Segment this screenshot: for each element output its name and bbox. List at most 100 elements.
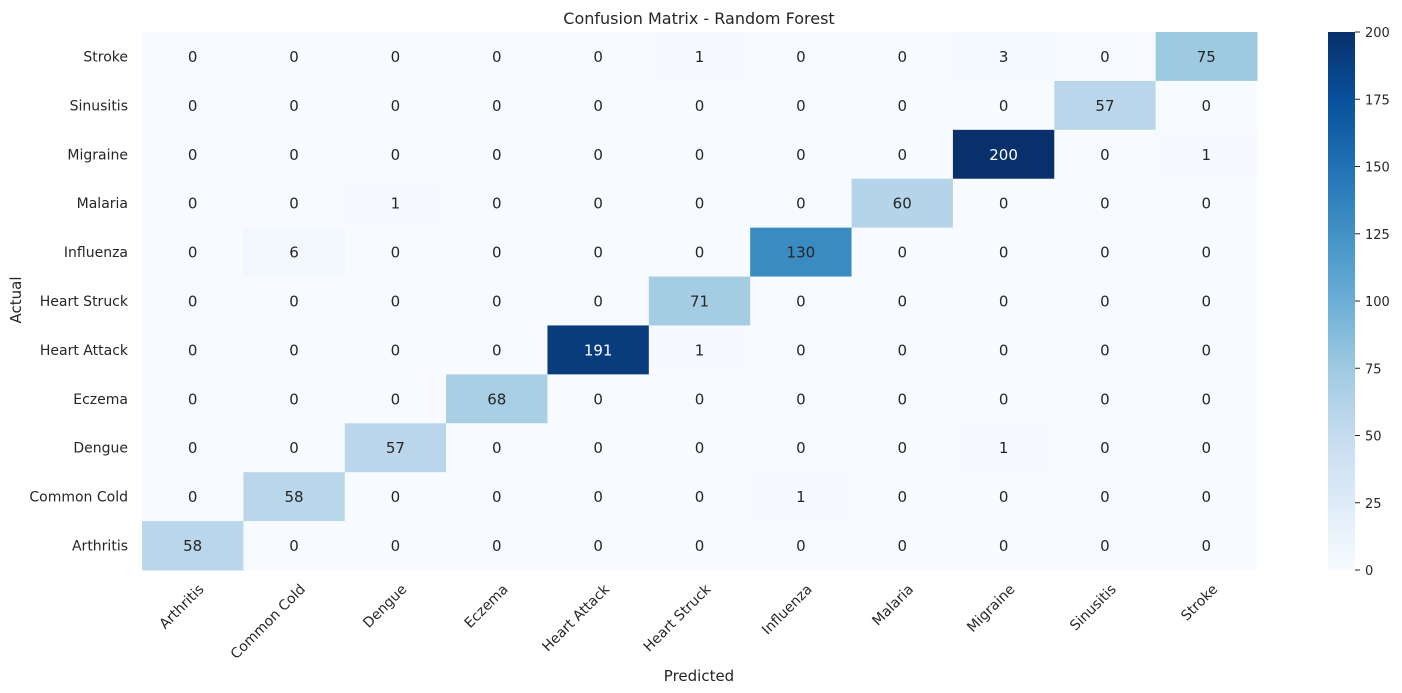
x-tick-label: Influenza — [759, 582, 816, 639]
heatmap-cell — [344, 32, 447, 82]
cell-value-label: 0 — [897, 390, 907, 408]
cell-value-label: 0 — [695, 146, 705, 164]
cell-value-label: 1 — [695, 341, 705, 359]
heatmap-cell — [952, 80, 1055, 131]
heatmap-cell — [547, 276, 650, 326]
cell-value-label: 0 — [796, 97, 806, 115]
heatmap-cell — [952, 32, 1055, 82]
heatmap-cell — [750, 32, 853, 82]
heatmap-cell — [243, 178, 346, 229]
colorbar-gradient — [1328, 32, 1355, 570]
heatmap-cell — [750, 423, 853, 473]
heatmap-cell — [750, 80, 853, 131]
cell-value-label: 0 — [188, 146, 198, 164]
heatmap-cell — [344, 276, 447, 326]
y-axis-label: Actual — [7, 277, 25, 324]
cell-value-label: 0 — [1202, 293, 1212, 311]
heatmap-cell — [142, 178, 244, 229]
heatmap-cell — [142, 472, 244, 522]
heatmap-cell — [952, 374, 1055, 424]
cell-value-label: 0 — [999, 293, 1009, 311]
heatmap-cell — [446, 423, 548, 473]
cell-value-label: 0 — [695, 537, 705, 555]
heatmap-cell — [1155, 129, 1258, 180]
heatmap-cell — [446, 325, 548, 375]
heatmap-cell — [648, 32, 751, 82]
heatmap-cell — [648, 521, 751, 571]
cell-value-label: 0 — [289, 293, 299, 311]
cell-value-label: 0 — [391, 48, 401, 66]
heatmap-cell — [1054, 80, 1157, 131]
heatmap-cell — [243, 227, 346, 278]
cell-value-label: 130 — [787, 244, 816, 262]
heatmap-cell — [1155, 374, 1258, 424]
cell-value-label: 0 — [492, 48, 502, 66]
heatmap-cell — [1155, 32, 1258, 82]
x-axis-label: Predicted — [664, 667, 734, 685]
cell-value-label: 0 — [999, 244, 1009, 262]
heatmap-cell — [1155, 80, 1258, 131]
y-tick-label: Malaria — [77, 196, 128, 212]
heatmap-cell — [851, 129, 954, 180]
x-tick-label: Malaria — [869, 582, 917, 630]
cell-value-label: 0 — [593, 439, 603, 457]
cell-value-label: 57 — [1095, 97, 1114, 115]
cell-value-label: 1 — [391, 195, 401, 213]
heatmap-cell — [648, 80, 751, 131]
heatmap-cell — [142, 129, 244, 180]
heatmap-cell — [446, 178, 548, 229]
cell-value-label: 191 — [584, 341, 613, 359]
heatmap-cell — [952, 521, 1055, 571]
cell-value-label: 0 — [593, 48, 603, 66]
heatmap-cell — [952, 129, 1055, 180]
cell-value-label: 0 — [695, 195, 705, 213]
heatmap-cell — [1054, 227, 1157, 278]
cell-value-label: 0 — [796, 146, 806, 164]
heatmap-cell — [142, 325, 244, 375]
cell-value-label: 0 — [188, 341, 198, 359]
cell-value-label: 0 — [796, 195, 806, 213]
cell-value-label: 0 — [1100, 439, 1110, 457]
heatmap-cell — [1054, 325, 1157, 375]
cell-value-label: 1 — [695, 48, 705, 66]
heatmap-cell — [547, 325, 650, 375]
cell-value-label: 0 — [1202, 439, 1212, 457]
cell-value-label: 0 — [1100, 146, 1110, 164]
cell-value-label: 0 — [492, 537, 502, 555]
colorbar: 0 25 50 75 100 125 150 175 200 — [1328, 26, 1390, 579]
heatmap-cell — [648, 129, 751, 180]
y-tick-label: Stroke — [83, 49, 128, 65]
heatmap-cell — [952, 227, 1055, 278]
heatmap-cell — [446, 129, 548, 180]
cell-value-label: 0 — [289, 48, 299, 66]
heatmap-cell — [851, 423, 954, 473]
heatmap-cell — [243, 276, 346, 326]
heatmap-cell — [243, 472, 346, 522]
cell-value-label: 0 — [289, 439, 299, 457]
cell-value-label: 0 — [1202, 341, 1212, 359]
heatmap-cell — [547, 178, 650, 229]
heatmap-cell — [446, 276, 548, 326]
cell-value-label: 0 — [695, 439, 705, 457]
cell-value-label: 0 — [289, 195, 299, 213]
heatmap-cell — [547, 227, 650, 278]
colorbar-tick-label: 200 — [1365, 26, 1390, 41]
cell-value-label: 0 — [593, 97, 603, 115]
heatmap-cell — [648, 374, 751, 424]
cell-value-label: 0 — [593, 537, 603, 555]
heatmap-cell — [648, 325, 751, 375]
heatmap-cell — [547, 472, 650, 522]
heatmap-cell — [547, 80, 650, 131]
heatmap-cell — [1054, 32, 1157, 82]
cell-value-label: 0 — [897, 97, 907, 115]
heatmap-cell — [142, 423, 244, 473]
heatmap-cell — [648, 227, 751, 278]
heatmap-cell — [1054, 423, 1157, 473]
x-tick-label: Migraine — [964, 582, 1018, 636]
heatmap-cell — [344, 374, 447, 424]
cell-value-label: 0 — [492, 195, 502, 213]
cell-value-label: 0 — [593, 293, 603, 311]
heatmap-cell — [344, 178, 447, 229]
cell-value-label: 0 — [1202, 488, 1212, 506]
heatmap-cell — [446, 32, 548, 82]
